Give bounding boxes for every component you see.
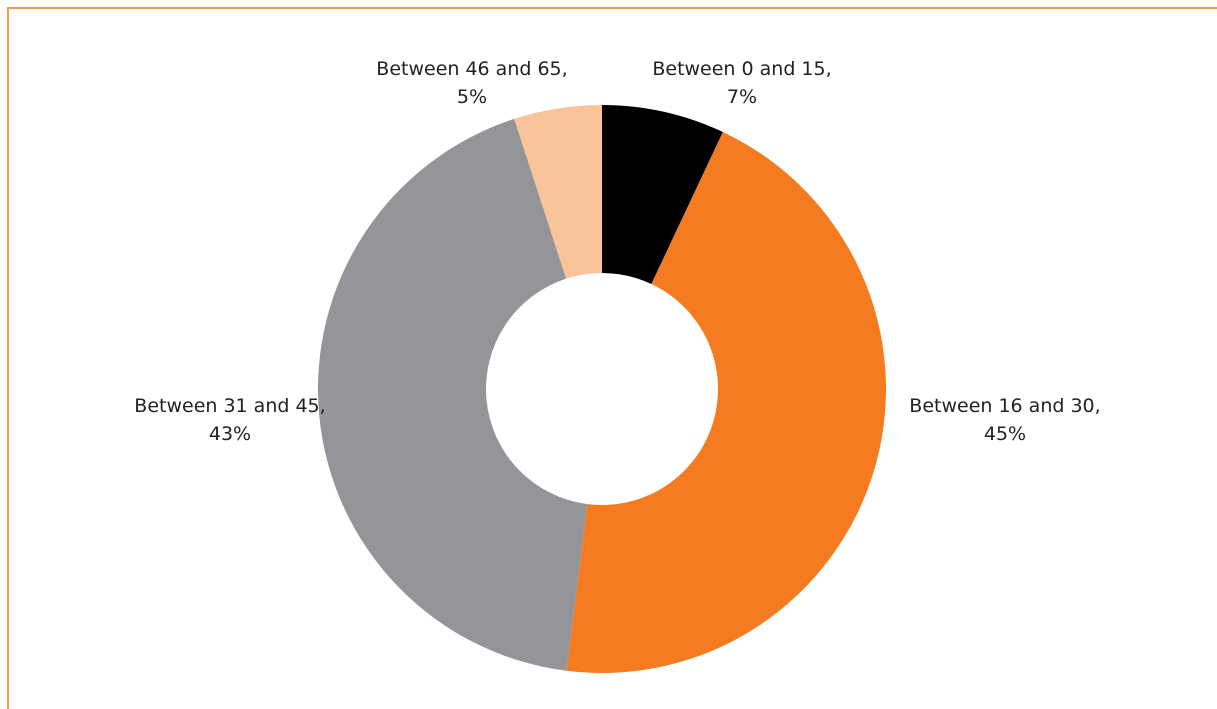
donut-slice-4 xyxy=(514,105,602,279)
chart-frame xyxy=(7,7,1217,709)
slice-labels: Between 0 and 15, 7% Between 16 and 30, 45%… xyxy=(134,58,1100,445)
donut-slice-3 xyxy=(318,118,588,671)
donut-slices xyxy=(318,105,886,673)
donut-slice-2 xyxy=(566,132,886,673)
slice-label-1: Between 0 and 15, xyxy=(652,58,831,80)
slice-percent-1: 7% xyxy=(727,86,757,108)
slice-percent-3: 43% xyxy=(209,423,251,445)
slice-label-3: Between 31 and 45, xyxy=(134,395,325,417)
slice-percent-2: 45% xyxy=(984,423,1026,445)
slice-label-4: Between 46 and 65, xyxy=(376,58,567,80)
slice-label-2: Between 16 and 30, xyxy=(909,395,1100,417)
donut-slice-1 xyxy=(602,105,723,285)
slice-percent-4: 5% xyxy=(457,86,487,108)
